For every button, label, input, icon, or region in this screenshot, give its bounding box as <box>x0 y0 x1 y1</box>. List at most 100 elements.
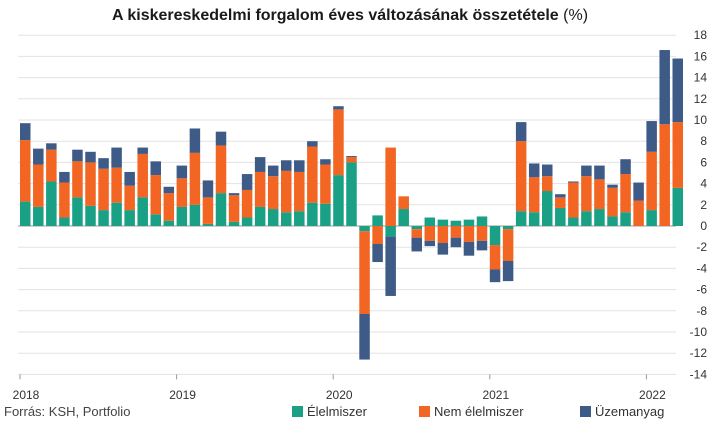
bar-segment <box>59 182 70 218</box>
bar-segment <box>85 151 96 163</box>
source-note: Forrás: KSH, Portfolio <box>4 404 130 419</box>
bar-segment <box>163 193 175 221</box>
legend-swatch <box>292 406 303 417</box>
bar-segment <box>20 201 31 226</box>
legend-label: Élelmiszer <box>307 404 368 419</box>
bar-segment <box>228 195 240 222</box>
y-tick-label: -10 <box>690 325 708 339</box>
bar-segment <box>437 219 449 226</box>
bar-segment <box>633 182 644 201</box>
bar-segment <box>555 197 566 208</box>
bar-segment <box>267 209 279 226</box>
bar-segment <box>646 151 657 211</box>
bar-segment <box>672 187 683 226</box>
bar-segment <box>267 176 279 210</box>
chart-title-unit: (%) <box>563 7 588 24</box>
bar-segment <box>20 123 31 141</box>
bar-segment <box>124 210 135 226</box>
bar-segment <box>320 164 331 204</box>
bar-segment <box>294 160 305 172</box>
x-tick-label: 2019 <box>169 388 196 402</box>
bar-segment <box>424 217 436 226</box>
bar-segment <box>489 245 501 270</box>
bar-segment <box>659 50 670 125</box>
bar-segment <box>124 185 135 211</box>
gridlines <box>18 34 676 375</box>
bar-segment <box>594 209 605 226</box>
bar-segment <box>163 186 175 194</box>
bar-segment <box>98 210 109 226</box>
bar-segment <box>202 223 214 226</box>
bar-segment <box>85 162 96 206</box>
bar-segment <box>254 171 266 207</box>
bar-segment <box>424 226 436 241</box>
bar-segment <box>137 197 148 226</box>
y-tick-label: -6 <box>696 283 707 297</box>
bar-segment <box>111 147 122 168</box>
bar-segment <box>372 226 383 245</box>
y-tick-label: -4 <box>696 261 707 275</box>
bar-segment <box>607 216 618 226</box>
bar-segment <box>502 260 514 282</box>
bar-segment <box>385 226 396 237</box>
bar-segment <box>241 189 253 218</box>
bar-segment <box>137 153 148 198</box>
bar-segment <box>450 226 462 238</box>
bar-segment <box>137 147 148 154</box>
bar-segment <box>411 229 422 238</box>
bar-segment <box>150 161 161 176</box>
bar-segment <box>333 106 344 110</box>
bar-segment <box>346 156 357 158</box>
bar-segment <box>372 215 383 226</box>
bar-segment <box>568 181 579 183</box>
bar-segment <box>124 171 135 186</box>
bar-segment <box>502 226 514 230</box>
bar-segment <box>646 210 657 226</box>
bar-segment <box>20 140 31 202</box>
bar-segment <box>659 124 670 226</box>
bar-segment <box>163 220 175 226</box>
bar-segment <box>515 141 527 212</box>
bar-segment <box>476 240 488 251</box>
bar-segment <box>398 196 409 210</box>
bar-segment <box>294 211 305 226</box>
bar-segment <box>528 177 540 213</box>
x-tick-label: 2020 <box>326 388 353 402</box>
bar-segment <box>594 179 605 210</box>
bar-segment <box>333 109 344 176</box>
y-tick-label: 16 <box>694 49 708 63</box>
y-tick-label: 4 <box>700 177 707 191</box>
bar-segment <box>359 231 370 314</box>
bar-segment <box>33 148 44 165</box>
legend-swatch <box>580 406 591 417</box>
bar-segment <box>542 176 553 192</box>
y-tick-label: 0 <box>700 219 707 233</box>
bar-segment <box>176 165 188 179</box>
bar-segment <box>281 212 292 226</box>
bar-segment <box>294 171 305 212</box>
bar-segment <box>581 211 592 226</box>
legend-label: Üzemanyag <box>595 404 664 419</box>
x-tick-label: 2018 <box>13 388 40 402</box>
bar-segment <box>320 159 331 165</box>
bar-segment <box>267 165 279 177</box>
bar-segment <box>72 197 83 226</box>
bar-segment <box>189 128 201 153</box>
bar-segment <box>359 313 370 360</box>
x-tick-label: 2021 <box>482 388 509 402</box>
bar-segment <box>346 162 357 226</box>
y-tick-label: -2 <box>696 240 707 254</box>
bar-segment <box>307 202 318 226</box>
bar-segment <box>633 200 644 226</box>
bar-segment <box>98 158 109 169</box>
bar-segment <box>437 242 449 255</box>
bar-segment <box>489 226 501 246</box>
bar-segment <box>46 149 57 182</box>
bar-segment <box>437 226 449 243</box>
bar-segment <box>476 216 488 226</box>
bar-segment <box>346 157 357 163</box>
bar-segment <box>542 191 553 226</box>
bar-segment <box>463 219 475 226</box>
bar-segment <box>254 206 266 226</box>
bar-segment <box>528 163 540 178</box>
